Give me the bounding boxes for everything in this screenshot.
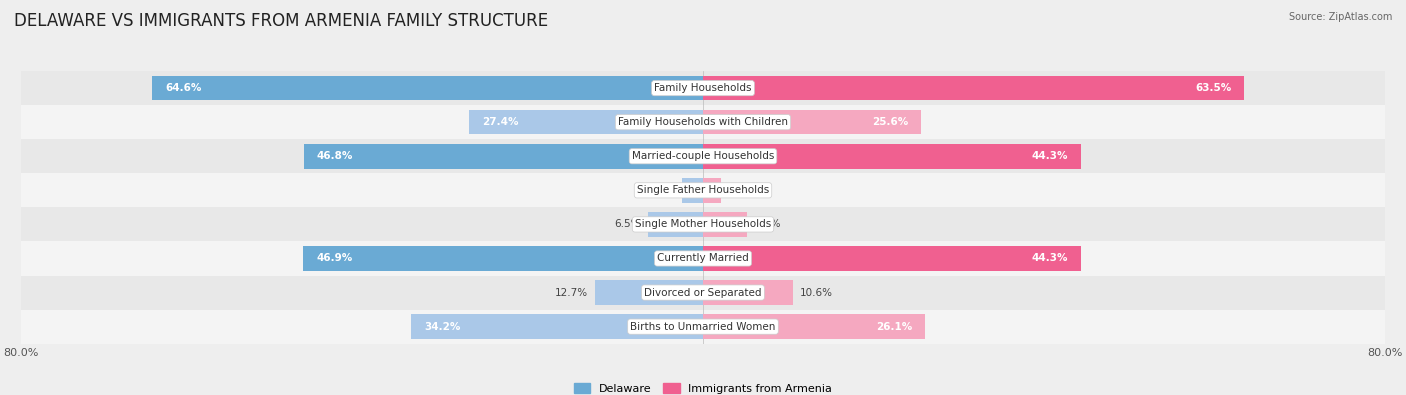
Bar bbox=[21, 71, 1385, 105]
Bar bbox=[304, 246, 703, 271]
Text: Currently Married: Currently Married bbox=[657, 254, 749, 263]
Text: Source: ZipAtlas.com: Source: ZipAtlas.com bbox=[1288, 12, 1392, 22]
Bar bbox=[21, 105, 1385, 139]
Text: 2.5%: 2.5% bbox=[648, 185, 675, 196]
Text: 44.3%: 44.3% bbox=[1032, 254, 1067, 263]
Bar bbox=[703, 110, 921, 134]
Text: Births to Unmarried Women: Births to Unmarried Women bbox=[630, 322, 776, 332]
Text: 64.6%: 64.6% bbox=[165, 83, 201, 93]
Text: 25.6%: 25.6% bbox=[872, 117, 908, 127]
Text: Single Mother Households: Single Mother Households bbox=[636, 219, 770, 229]
Bar bbox=[470, 110, 703, 134]
Text: Family Households with Children: Family Households with Children bbox=[619, 117, 787, 127]
Bar bbox=[648, 212, 703, 237]
Bar bbox=[21, 276, 1385, 310]
Text: 63.5%: 63.5% bbox=[1195, 83, 1232, 93]
Text: 46.9%: 46.9% bbox=[316, 254, 353, 263]
Bar bbox=[703, 314, 925, 339]
Text: 46.8%: 46.8% bbox=[316, 151, 353, 161]
Text: 6.5%: 6.5% bbox=[614, 219, 641, 229]
Text: 44.3%: 44.3% bbox=[1032, 151, 1067, 161]
Text: 27.4%: 27.4% bbox=[482, 117, 519, 127]
Bar bbox=[21, 139, 1385, 173]
Text: Single Father Households: Single Father Households bbox=[637, 185, 769, 196]
Bar bbox=[703, 280, 793, 305]
Bar bbox=[703, 144, 1081, 169]
Text: 10.6%: 10.6% bbox=[800, 288, 834, 297]
Bar bbox=[412, 314, 703, 339]
Text: 5.2%: 5.2% bbox=[754, 219, 780, 229]
Text: Family Households: Family Households bbox=[654, 83, 752, 93]
Bar bbox=[21, 207, 1385, 241]
Text: DELAWARE VS IMMIGRANTS FROM ARMENIA FAMILY STRUCTURE: DELAWARE VS IMMIGRANTS FROM ARMENIA FAMI… bbox=[14, 12, 548, 30]
Text: Divorced or Separated: Divorced or Separated bbox=[644, 288, 762, 297]
Legend: Delaware, Immigrants from Armenia: Delaware, Immigrants from Armenia bbox=[569, 378, 837, 395]
Bar bbox=[21, 310, 1385, 344]
Bar bbox=[703, 76, 1244, 100]
Bar bbox=[682, 178, 703, 203]
Bar bbox=[152, 76, 703, 100]
Bar bbox=[703, 246, 1081, 271]
Text: 2.1%: 2.1% bbox=[728, 185, 754, 196]
Bar bbox=[21, 173, 1385, 207]
Bar bbox=[595, 280, 703, 305]
Text: 26.1%: 26.1% bbox=[876, 322, 912, 332]
Text: 12.7%: 12.7% bbox=[555, 288, 588, 297]
Bar bbox=[703, 178, 721, 203]
Bar bbox=[703, 212, 748, 237]
Text: 34.2%: 34.2% bbox=[425, 322, 461, 332]
Text: Married-couple Households: Married-couple Households bbox=[631, 151, 775, 161]
Bar bbox=[21, 241, 1385, 276]
Bar bbox=[304, 144, 703, 169]
